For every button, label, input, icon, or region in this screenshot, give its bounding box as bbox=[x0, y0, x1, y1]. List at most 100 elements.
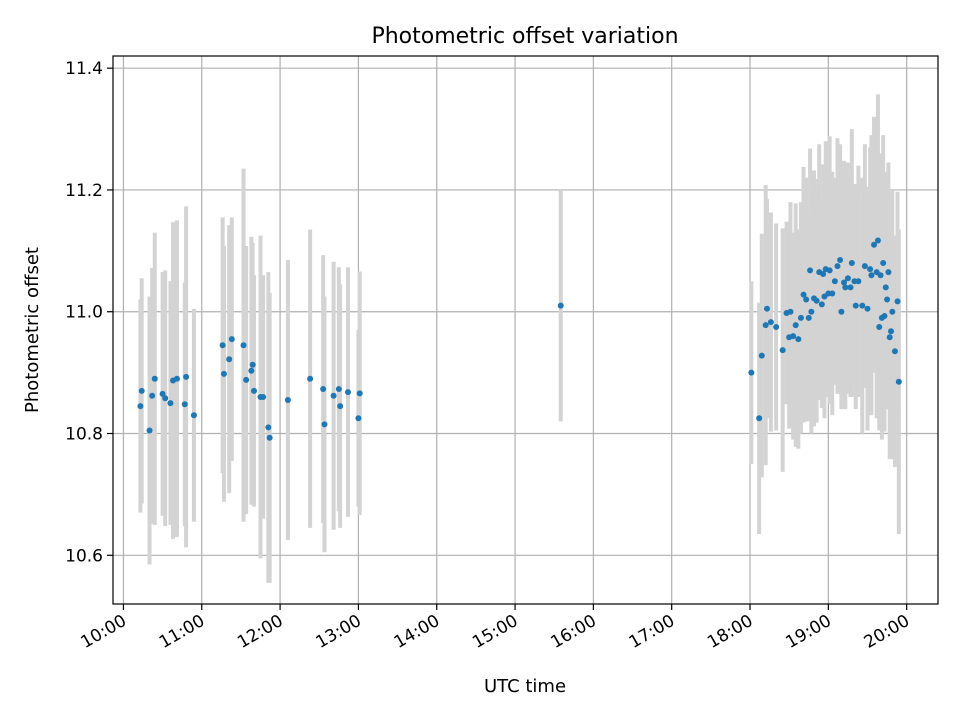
data-point bbox=[344, 389, 351, 396]
data-point bbox=[800, 291, 807, 298]
y-tick-label: 11.2 bbox=[65, 181, 103, 201]
data-point bbox=[190, 412, 197, 419]
data-point bbox=[895, 378, 902, 385]
data-point bbox=[748, 369, 755, 376]
data-point bbox=[149, 392, 156, 399]
data-point bbox=[808, 308, 815, 315]
data-point bbox=[859, 302, 866, 309]
data-point bbox=[813, 297, 820, 304]
data-point bbox=[307, 375, 314, 382]
data-point bbox=[880, 260, 887, 267]
data-point bbox=[355, 415, 362, 422]
y-tick-label: 10.8 bbox=[65, 425, 103, 445]
data-point bbox=[330, 392, 337, 399]
data-point bbox=[183, 373, 190, 380]
data-point bbox=[181, 401, 188, 408]
data-point bbox=[763, 305, 770, 312]
data-point bbox=[758, 352, 765, 359]
data-point bbox=[795, 336, 802, 343]
data-point bbox=[220, 370, 227, 377]
data-point bbox=[837, 256, 844, 263]
data-point bbox=[337, 403, 344, 410]
data-point bbox=[847, 284, 854, 291]
data-point bbox=[356, 390, 363, 397]
plot-frame bbox=[112, 55, 939, 605]
data-point bbox=[855, 278, 862, 285]
data-point bbox=[882, 284, 889, 291]
data-point bbox=[240, 342, 247, 349]
data-point bbox=[248, 367, 255, 374]
data-point bbox=[831, 278, 838, 285]
data-point bbox=[773, 323, 780, 330]
data-point bbox=[807, 267, 814, 274]
data-point bbox=[756, 415, 763, 422]
data-point bbox=[266, 434, 273, 441]
data-point bbox=[874, 237, 881, 244]
data-point bbox=[249, 361, 256, 368]
data-point bbox=[884, 296, 891, 303]
data-point bbox=[885, 269, 892, 276]
data-point bbox=[891, 348, 898, 355]
data-point bbox=[867, 266, 874, 273]
data-point bbox=[820, 270, 827, 277]
data-point bbox=[886, 334, 893, 341]
data-point bbox=[138, 387, 145, 394]
data-point bbox=[805, 314, 812, 321]
y-tick-label: 11.0 bbox=[65, 303, 103, 323]
data-point bbox=[792, 322, 799, 329]
data-point bbox=[876, 323, 883, 330]
data-point bbox=[162, 395, 169, 402]
data-point bbox=[844, 275, 851, 282]
data-point bbox=[881, 312, 888, 319]
chart-title: Photometric offset variation bbox=[371, 24, 678, 49]
data-point bbox=[228, 336, 235, 343]
data-point bbox=[861, 263, 868, 270]
data-point bbox=[167, 400, 174, 407]
data-point bbox=[787, 308, 794, 315]
data-point bbox=[767, 319, 774, 326]
data-point bbox=[838, 308, 845, 315]
data-point bbox=[842, 284, 849, 291]
data-point bbox=[889, 308, 896, 315]
data-point bbox=[834, 263, 841, 270]
data-point bbox=[250, 387, 257, 394]
y-tick-label: 10.6 bbox=[65, 546, 103, 566]
data-point bbox=[779, 347, 786, 354]
data-point bbox=[864, 305, 871, 312]
data-point bbox=[848, 260, 855, 267]
x-axis-label: UTC time bbox=[484, 676, 566, 697]
data-point bbox=[146, 427, 153, 434]
data-point bbox=[829, 290, 836, 297]
data-point bbox=[243, 376, 250, 383]
data-point bbox=[826, 267, 833, 274]
data-point bbox=[226, 356, 233, 363]
data-point bbox=[790, 333, 797, 340]
data-point bbox=[151, 375, 158, 382]
data-point bbox=[173, 375, 180, 382]
data-point bbox=[894, 298, 901, 305]
data-point bbox=[871, 241, 878, 248]
data-point bbox=[557, 302, 564, 309]
data-point bbox=[284, 397, 291, 404]
y-axis-label: Photometric offset bbox=[22, 247, 43, 413]
data-point bbox=[219, 342, 226, 349]
data-point bbox=[818, 301, 825, 308]
data-point bbox=[335, 386, 342, 393]
data-point bbox=[888, 328, 895, 335]
data-point bbox=[321, 421, 328, 428]
data-point bbox=[265, 424, 272, 431]
data-point bbox=[260, 393, 267, 400]
data-point bbox=[868, 272, 875, 279]
data-point bbox=[877, 272, 884, 279]
data-point bbox=[803, 296, 810, 303]
data-point bbox=[797, 314, 804, 321]
data-point bbox=[137, 403, 144, 410]
data-point bbox=[841, 279, 848, 286]
data-point bbox=[320, 386, 327, 393]
data-point bbox=[762, 322, 769, 329]
y-axis-ticks: 10.6 10.8 11.0 11.2 11.4 bbox=[65, 59, 113, 566]
data-point bbox=[852, 302, 859, 309]
y-tick-label: 11.4 bbox=[65, 59, 103, 79]
data-points bbox=[137, 237, 902, 441]
